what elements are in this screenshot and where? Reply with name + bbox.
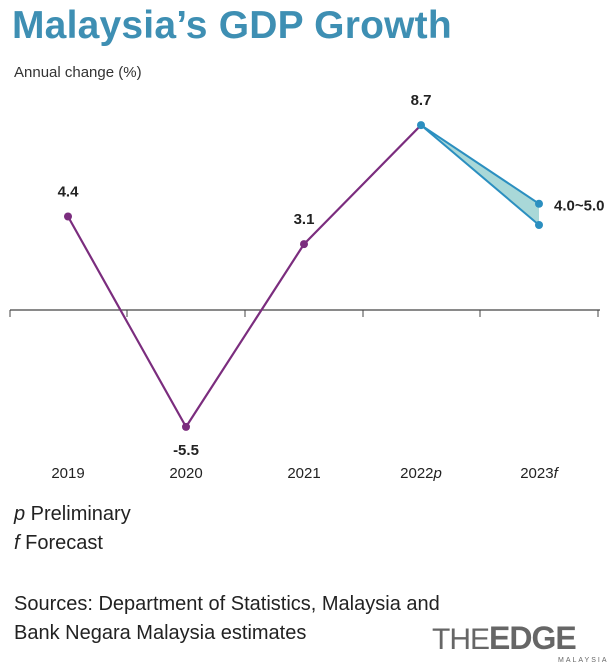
note-symbol: p xyxy=(14,503,26,525)
forecast-line-low xyxy=(420,124,540,226)
note-preliminary: p Preliminary xyxy=(14,503,131,526)
sources-line: Sources: Department of Statistics, Malay… xyxy=(14,593,440,615)
the-edge-logo: THEEDGE MALAYSIA xyxy=(432,620,607,664)
sources: Sources: Department of Statistics, Malay… xyxy=(14,590,440,648)
note-symbol: f xyxy=(14,532,20,554)
logo-the: THE xyxy=(432,623,490,656)
data-label: 8.7 xyxy=(411,92,432,109)
forecast-line-high xyxy=(420,124,540,205)
data-point xyxy=(417,121,425,130)
x-tick-label: 2019 xyxy=(51,465,84,482)
data-label: -5.5 xyxy=(173,442,199,459)
forecast-point-low xyxy=(535,221,543,229)
data-label: 4.4 xyxy=(58,184,80,201)
data-point xyxy=(64,212,72,221)
line-chart: 2019 2020 2021 2022p 2023f 4.4 -5.5 3.1 8.7 4.0~5… xyxy=(9,92,604,482)
logo-edge: EDGE xyxy=(489,620,577,656)
x-tick-label: 2021 xyxy=(287,465,320,482)
data-label: 4.0~5.0 xyxy=(554,197,604,214)
note-text: Forecast xyxy=(19,532,103,554)
x-tick-label: 2023f xyxy=(520,465,559,482)
y-axis-label: Annual change (%) xyxy=(14,64,142,81)
x-tick-suffix: p xyxy=(433,465,442,482)
x-tick-suffix: f xyxy=(554,465,560,482)
note-forecast: f Forecast xyxy=(14,532,103,555)
sources-line: Bank Negara Malaysia estimates xyxy=(14,622,307,644)
logo-sub: MALAYSIA xyxy=(558,657,609,664)
data-point xyxy=(300,240,308,249)
series-line xyxy=(67,124,422,428)
x-tick-label: 2022p xyxy=(400,465,442,482)
data-point xyxy=(182,422,190,431)
x-tick-label: 2020 xyxy=(169,465,202,482)
note-text: Preliminary xyxy=(25,503,131,525)
chart-title: Malaysia’s GDP Growth xyxy=(12,4,452,47)
data-label: 3.1 xyxy=(294,211,315,228)
forecast-point-high xyxy=(535,199,543,208)
